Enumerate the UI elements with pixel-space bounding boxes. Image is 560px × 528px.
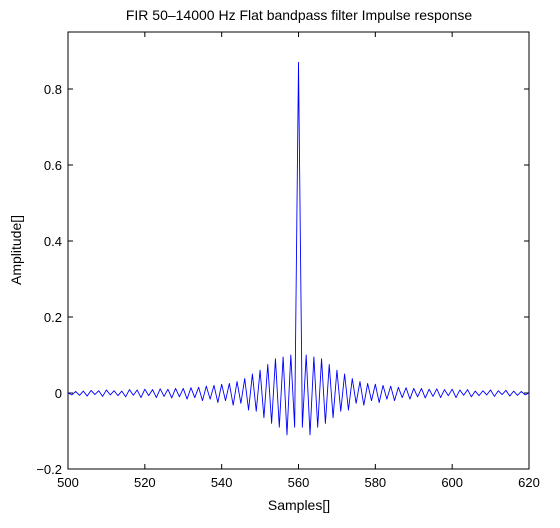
- y-tick-label: 0.8: [44, 82, 62, 97]
- x-tick-label: 580: [364, 475, 386, 490]
- x-tick-label: 560: [288, 475, 310, 490]
- y-tick-label: 0: [55, 386, 62, 401]
- x-axis: 500 520 540 560 580 600 620: [57, 32, 540, 490]
- x-tick-label: 500: [57, 475, 79, 490]
- y-tick-label: 0.2: [44, 310, 62, 325]
- y-axis-label: Amplitude[]: [8, 215, 24, 285]
- x-tick-label: 620: [518, 475, 540, 490]
- x-tick-label: 540: [211, 475, 233, 490]
- series-line: [67, 61, 530, 436]
- x-tick-label: 600: [441, 475, 463, 490]
- series-layer: [67, 61, 530, 436]
- x-axis-label: Samples[]: [268, 497, 330, 513]
- x-tick-label: 520: [134, 475, 156, 490]
- y-axis: −0.2 0 0.2 0.4 0.6 0.8: [36, 82, 529, 477]
- chart-title: FIR 50–14000 Hz Flat bandpass filter Imp…: [126, 7, 473, 23]
- y-tick-label: 0.4: [44, 234, 62, 249]
- y-tick-label: 0.6: [44, 158, 62, 173]
- y-tick-label: −0.2: [36, 462, 62, 477]
